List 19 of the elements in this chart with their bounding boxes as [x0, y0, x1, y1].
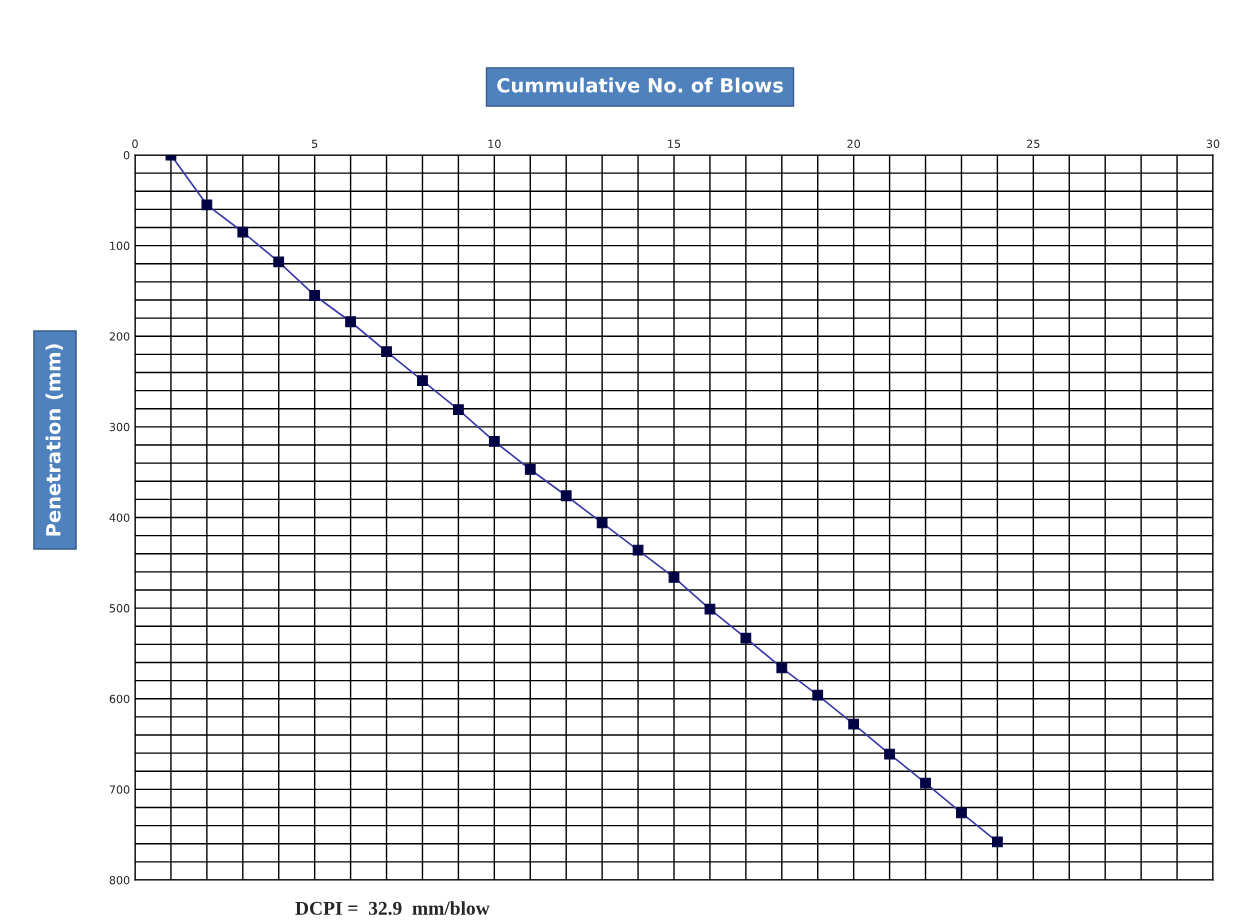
- y-axis-title: Penetration (mm): [45, 344, 63, 536]
- y-tick-label: 0: [123, 150, 130, 160]
- y-tick-label: 700: [109, 785, 130, 794]
- y-tick-label: 800: [109, 875, 130, 885]
- y-tick-label: 200: [109, 332, 130, 341]
- x-tick-label: 25: [1027, 139, 1040, 148]
- x-tick-label: 5: [311, 139, 318, 148]
- x-tick-label: 30: [1206, 139, 1220, 148]
- chart-title: Cummulative No. of Blows: [497, 77, 783, 93]
- y-tick-label: 400: [109, 513, 130, 522]
- x-tick-label: 0: [132, 139, 138, 148]
- x-tick-label: 20: [847, 139, 860, 148]
- y-tick-label: 300: [109, 422, 130, 432]
- y-tick-label: 600: [109, 694, 130, 704]
- text: DCPI = 32.9 mm/blow: [295, 901, 490, 915]
- x-tick-label: 15: [668, 139, 681, 148]
- y-tick-label: 100: [110, 241, 130, 250]
- y-tick-label: 500: [109, 604, 130, 613]
- x-tick-label: 10: [488, 139, 501, 148]
